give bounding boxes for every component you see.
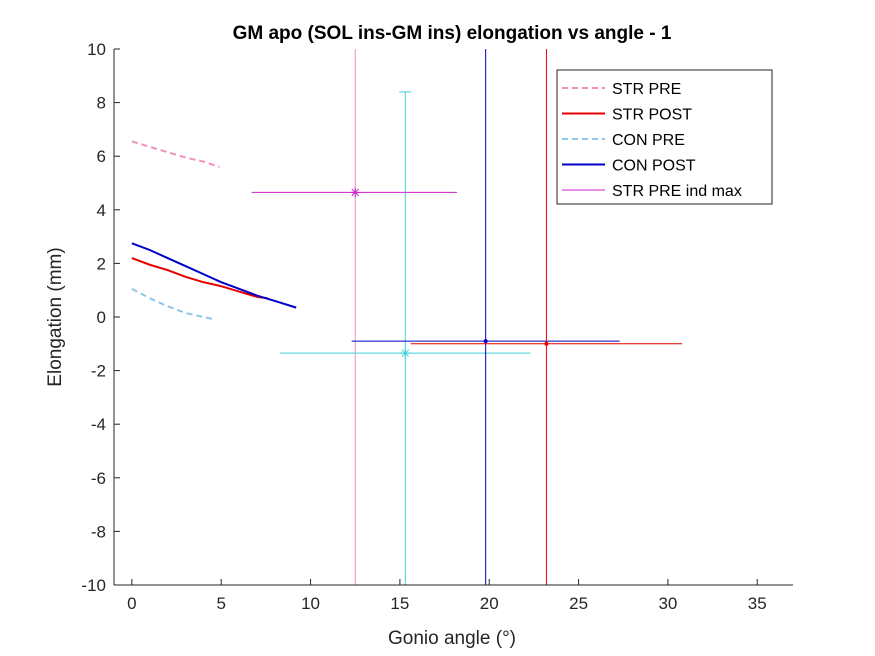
errorbar-marker-dot (483, 339, 488, 344)
x-tick-label: 35 (748, 594, 767, 613)
legend-label-0: STR PRE (612, 81, 681, 98)
legend: STR PRE STR POST CON PRE CON POST STR PRE in… (556, 69, 773, 205)
y-tick-label: -4 (91, 415, 106, 434)
y-tick-label: -10 (81, 576, 106, 595)
y-tick-label: 0 (97, 308, 106, 327)
x-tick-label: 5 (216, 594, 225, 613)
axes-layer: 0 5 10 15 20 25 30 35 -10 -8 -6 -4 -2 0 2 4 6 8 10 (81, 40, 793, 613)
series-2-line (131, 287, 217, 321)
x-tick-label: 10 (301, 594, 320, 613)
legend-label-4: STR PRE ind max (612, 183, 742, 200)
y-tick-label: -8 (91, 522, 106, 541)
y-tick-label: -2 (91, 362, 106, 381)
series-3-line (131, 242, 297, 309)
marker-asterisk-part (401, 349, 410, 358)
errorbar-marker-dot (544, 341, 549, 346)
x-axis-label: Gonio angle (°) (388, 628, 516, 649)
y-tick-label: 2 (97, 254, 106, 273)
x-tick-label: 20 (480, 594, 499, 613)
series-0-line (131, 140, 220, 168)
y-tick-label: 10 (87, 40, 106, 59)
x-tick-label: 15 (390, 594, 409, 613)
chart-title: GM apo (SOL ins-GM ins) elongation vs an… (233, 23, 672, 44)
y-tick-label: 6 (97, 147, 106, 166)
y-tick-label: 4 (97, 201, 106, 220)
y-tick-label: 8 (97, 94, 106, 113)
legend-label-1: STR POST (612, 107, 692, 124)
legend-label-3: CON POST (612, 158, 696, 175)
marker-asterisk-part (351, 188, 360, 197)
legend-box (556, 69, 773, 205)
x-tick-label: 30 (658, 594, 677, 613)
plot-layer (131, 49, 683, 585)
legend-label-2: CON PRE (612, 132, 685, 149)
x-tick-label: 0 (127, 594, 136, 613)
plot-area (131, 49, 683, 585)
x-tick-label: 25 (569, 594, 588, 613)
y-axis-label: Elongation (mm) (45, 247, 66, 386)
series-1-line (131, 257, 268, 300)
y-tick-label: -6 (91, 469, 106, 488)
